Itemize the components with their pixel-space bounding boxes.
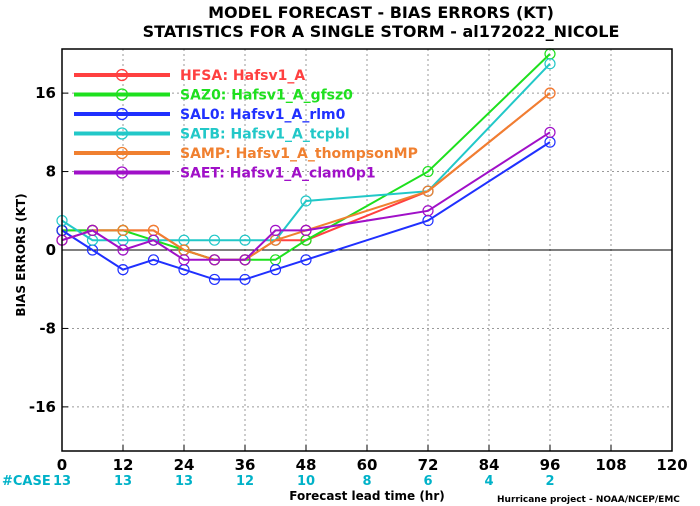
tick-labels: 0 12 24 36 48 60 72 84 96 108 120 -16 -8 0 8 16 bbox=[29, 84, 688, 474]
data-point bbox=[544, 87, 556, 99]
x-axis-label: Forecast lead time (hr) bbox=[289, 489, 445, 503]
data-point bbox=[208, 273, 221, 286]
legend-label: SAZ0: Hafsv1_A_gfsz0 bbox=[180, 88, 353, 104]
series-line bbox=[61, 63, 551, 242]
legend-item-hfsa: HFSA: Hafsv1_A bbox=[74, 68, 305, 84]
legend-label: HFSA: Hafsv1_A bbox=[180, 68, 305, 84]
case-count: 13 bbox=[175, 474, 193, 489]
legend-item-saet: SAET: Hafsv1_A_clam0p1 bbox=[74, 166, 376, 182]
series-saet bbox=[56, 126, 556, 266]
x-tick-label: 120 bbox=[656, 456, 687, 474]
legend-marker bbox=[115, 146, 129, 160]
data-point bbox=[422, 165, 434, 178]
data-point bbox=[544, 126, 556, 138]
data-point bbox=[117, 264, 129, 276]
series-line bbox=[61, 141, 551, 281]
data-point bbox=[422, 185, 434, 197]
case-count: 10 bbox=[297, 474, 315, 489]
case-count: 4 bbox=[484, 474, 493, 489]
chart-title: MODEL FORECAST - BIAS ERRORS (KT) bbox=[208, 3, 554, 22]
case-count: 2 bbox=[545, 474, 554, 489]
case-count: 12 bbox=[236, 474, 254, 489]
y-tick-label: -16 bbox=[29, 398, 56, 416]
y-axis-label: BIAS ERRORS (KT) bbox=[14, 193, 28, 316]
x-tick-label: 48 bbox=[296, 456, 317, 474]
x-tick-label: 84 bbox=[479, 456, 500, 474]
x-tick-label: 24 bbox=[174, 456, 195, 474]
data-point bbox=[147, 234, 160, 246]
y-tick-label: 8 bbox=[46, 163, 56, 181]
x-tick-label: 96 bbox=[540, 456, 561, 474]
data-point bbox=[239, 273, 251, 286]
data-point bbox=[300, 224, 312, 236]
data-point bbox=[117, 244, 129, 256]
legend-marker bbox=[115, 127, 129, 140]
legend-item-saz0: SAZ0: Hafsv1_A_gfsz0 bbox=[74, 88, 353, 104]
y-tick-label: 0 bbox=[46, 241, 56, 259]
legend-item-sal0: SAL0: Hafsv1_A_rlm0 bbox=[74, 107, 346, 123]
data-point bbox=[117, 224, 129, 236]
data-point bbox=[300, 254, 312, 266]
legend-marker bbox=[115, 107, 129, 121]
credit-text: Hurricane project - NOAA/NCEP/EMC bbox=[497, 495, 680, 505]
data-point bbox=[239, 234, 251, 246]
data-point bbox=[422, 205, 434, 217]
x-tick-label: 72 bbox=[418, 456, 439, 474]
legend-label: SAL0: Hafsv1_A_rlm0 bbox=[180, 107, 346, 123]
legend-marker bbox=[115, 88, 129, 101]
x-tick-label: 60 bbox=[357, 456, 378, 474]
data-point bbox=[239, 254, 251, 266]
series-lines bbox=[56, 48, 556, 286]
legend-item-satb: SATB: Hafsv1_A_tcpbl bbox=[74, 127, 350, 143]
case-count: 8 bbox=[362, 474, 371, 489]
case-count: 13 bbox=[53, 474, 71, 489]
legend-label: SAMP: Hafsv1_A_thompsonMP bbox=[180, 146, 418, 162]
data-point bbox=[269, 224, 282, 236]
x-tick-label: 12 bbox=[113, 456, 134, 474]
chart-subtitle: STATISTICS FOR A SINGLE STORM - al172022… bbox=[143, 22, 620, 41]
legend-item-samp: SAMP: Hafsv1_A_thompsonMP bbox=[74, 146, 418, 162]
legend-label: SATB: Hafsv1_A_tcpbl bbox=[180, 127, 350, 143]
data-point bbox=[86, 224, 99, 236]
legend-marker bbox=[115, 166, 129, 179]
x-tick-label: 36 bbox=[235, 456, 256, 474]
data-point bbox=[300, 195, 312, 207]
legend: HFSA: Hafsv1_A SAZ0: Hafsv1_A_gfsz0 SAL0: … bbox=[74, 68, 418, 182]
case-count: 13 bbox=[114, 474, 132, 489]
series-line bbox=[61, 131, 551, 261]
data-point bbox=[208, 254, 221, 266]
data-point bbox=[208, 234, 221, 246]
y-tick-label: -8 bbox=[39, 319, 56, 337]
x-tick-label: 108 bbox=[595, 456, 626, 474]
data-point bbox=[178, 254, 190, 266]
legend-marker bbox=[115, 68, 129, 82]
case-label: #CASE bbox=[2, 474, 51, 489]
legend-label: SAET: Hafsv1_A_clam0p1 bbox=[180, 166, 376, 182]
data-point bbox=[147, 254, 160, 266]
case-counts: 13 13 13 12 10 8 6 4 2 bbox=[53, 474, 555, 489]
x-tick-label: 0 bbox=[57, 456, 67, 474]
case-count: 6 bbox=[423, 474, 432, 489]
data-point bbox=[544, 58, 556, 70]
y-tick-label: 16 bbox=[35, 84, 56, 102]
data-point bbox=[269, 264, 282, 276]
